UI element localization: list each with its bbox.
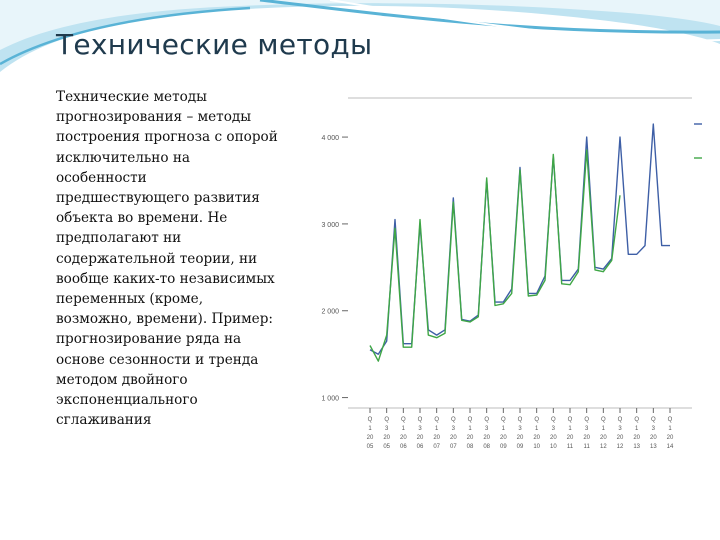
x-tick-label: Q xyxy=(534,417,539,423)
series-line-1 xyxy=(369,123,670,355)
x-tick-label: 3 xyxy=(518,426,522,432)
forecast-chart: 1 000 2 000 3 000 4 000 Q 1 20 05 Q 3 20 05 Q 1 20 06 Q 3… xyxy=(308,90,708,460)
x-tick-label: 1 xyxy=(668,426,672,432)
x-tick-label: Q xyxy=(584,417,589,423)
x-tick-label: Q xyxy=(501,417,506,423)
x-tick-label: 1 xyxy=(602,426,606,432)
x-tick-label: 3 xyxy=(618,426,622,432)
x-tick-label: 07 xyxy=(433,444,440,450)
x-tick-label: Q xyxy=(368,417,373,423)
x-tick-label: 3 xyxy=(485,426,489,432)
x-tick-label: Q xyxy=(668,417,673,423)
x-tick-label: 3 xyxy=(552,426,556,432)
series-line-2 xyxy=(369,149,621,362)
x-tick-label: Q xyxy=(468,417,473,423)
x-tick-label: 1 xyxy=(535,426,539,432)
x-tick-label: Q xyxy=(551,417,556,423)
x-tick-label: 3 xyxy=(418,426,422,432)
x-tick-label: 06 xyxy=(400,444,407,450)
x-tick-label: 20 xyxy=(550,435,557,441)
x-tick-label: 11 xyxy=(584,444,591,450)
x-tick-label: 20 xyxy=(633,435,640,441)
x-tick-label: 12 xyxy=(600,444,607,450)
x-tick-label: 20 xyxy=(417,435,424,441)
x-tick-label: 20 xyxy=(650,435,657,441)
x-tick-label: 20 xyxy=(467,435,474,441)
x-tick-label: Q xyxy=(484,417,489,423)
x-tick-label: 1 xyxy=(635,426,639,432)
x-tick-label: 20 xyxy=(667,435,674,441)
x-tick-label: Q xyxy=(434,417,439,423)
x-tick-label: 12 xyxy=(617,444,624,450)
x-tick-label: 10 xyxy=(550,444,557,450)
x-tick-label: Q xyxy=(618,417,623,423)
x-tick-label: 3 xyxy=(452,426,456,432)
x-tick-label: 09 xyxy=(500,444,507,450)
x-tick-label: 14 xyxy=(667,444,674,450)
x-tick-label: 3 xyxy=(652,426,656,432)
x-tick-label: 20 xyxy=(583,435,590,441)
x-tick-label: 1 xyxy=(435,426,439,432)
x-tick-label: Q xyxy=(601,417,606,423)
x-tick-label: Q xyxy=(634,417,639,423)
x-tick-label: 1 xyxy=(368,426,372,432)
y-tick-label: 4 000 xyxy=(321,135,339,142)
x-tick-label: 20 xyxy=(400,435,407,441)
x-tick-label: 1 xyxy=(568,426,572,432)
x-tick-label: 3 xyxy=(385,426,389,432)
chart-svg: 1 000 2 000 3 000 4 000 Q 1 20 05 Q 3 20 05 Q 1 20 06 Q 3… xyxy=(321,97,702,450)
x-tick-label: Q xyxy=(451,417,456,423)
x-tick-label: 13 xyxy=(650,444,657,450)
x-tick-label: 05 xyxy=(367,444,374,450)
x-tick-label: 05 xyxy=(383,444,390,450)
x-tick-label: 07 xyxy=(450,444,457,450)
x-tick-label: 20 xyxy=(533,435,540,441)
x-tick-label: 09 xyxy=(517,444,524,450)
x-tick-label: 11 xyxy=(567,444,574,450)
x-tick-label: 20 xyxy=(617,435,624,441)
x-tick-label: 13 xyxy=(633,444,640,450)
x-tick-label: 1 xyxy=(402,426,406,432)
x-tick-label: 10 xyxy=(533,444,540,450)
x-tick-label: 06 xyxy=(417,444,424,450)
x-tick-label: Q xyxy=(401,417,406,423)
x-tick-label: Q xyxy=(418,417,423,423)
y-tick-label: 3 000 xyxy=(321,222,339,229)
x-tick-label: 1 xyxy=(468,426,472,432)
slide-title: Технические методы xyxy=(56,28,373,61)
x-tick-label: Q xyxy=(384,417,389,423)
x-tick-label: 08 xyxy=(467,444,474,450)
x-tick-label: 20 xyxy=(433,435,440,441)
x-tick-label: 20 xyxy=(383,435,390,441)
x-tick-label: 08 xyxy=(483,444,490,450)
body-paragraph: Технические методы прогнозирования – мет… xyxy=(56,89,278,429)
x-tick-label: Q xyxy=(651,417,656,423)
x-tick-label: 1 xyxy=(502,426,506,432)
x-tick-label: 3 xyxy=(585,426,589,432)
x-tick-label: 20 xyxy=(483,435,490,441)
x-tick-label: Q xyxy=(518,417,523,423)
x-tick-label: 20 xyxy=(500,435,507,441)
x-tick-label: 20 xyxy=(367,435,374,441)
x-tick-label: 20 xyxy=(600,435,607,441)
y-tick-label: 2 000 xyxy=(321,309,339,316)
x-tick-label: 20 xyxy=(517,435,524,441)
y-tick-label: 1 000 xyxy=(321,396,339,403)
x-tick-label: 20 xyxy=(567,435,574,441)
header-wave-decoration xyxy=(0,0,720,72)
x-tick-label: 20 xyxy=(450,435,457,441)
x-tick-label: Q xyxy=(568,417,573,423)
